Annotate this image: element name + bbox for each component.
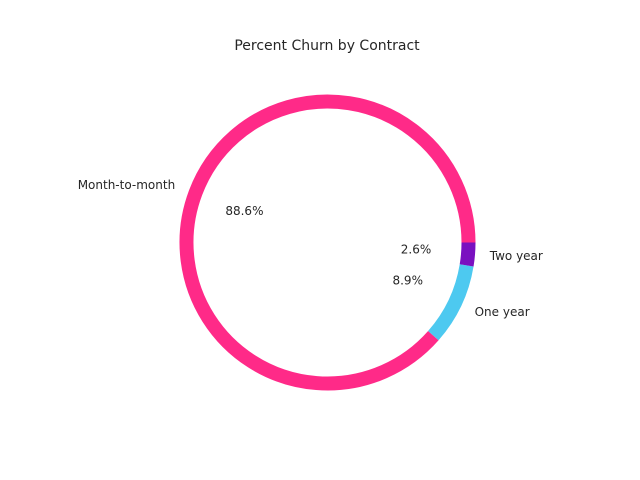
pie-slice-two-year <box>459 242 476 267</box>
chart-title: Percent Churn by Contract <box>234 38 420 54</box>
pie-slice-one-year <box>427 264 474 341</box>
slice-category-label: Two year <box>489 249 543 263</box>
labels: Month-to-month 88.6% One year 8.9% Two year 2… <box>78 178 543 319</box>
slices <box>179 94 476 391</box>
pie-slice-month-to-month <box>179 94 476 391</box>
slice-percent-label: 8.9% <box>392 274 423 288</box>
slice-category-label: Month-to-month <box>78 178 176 192</box>
slice-percent-label: 2.6% <box>401 243 432 257</box>
slice-percent-label: 88.6% <box>225 204 263 218</box>
slice-category-label: One year <box>475 305 530 319</box>
